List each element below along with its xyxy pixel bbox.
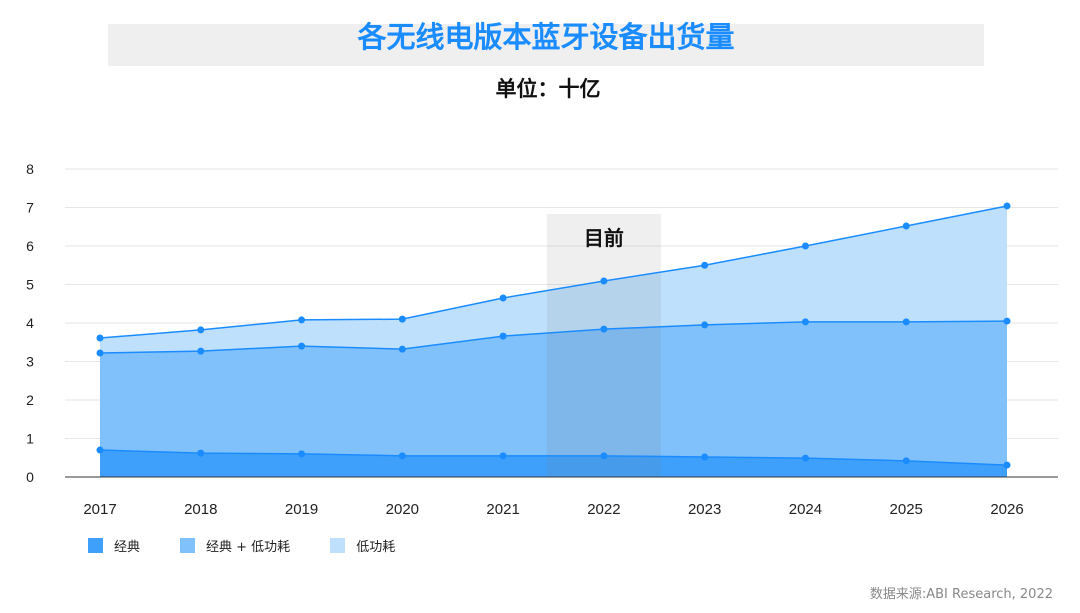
area-band [100, 450, 1007, 477]
data-point [398, 315, 406, 323]
data-point [298, 342, 306, 350]
data-point [600, 325, 608, 333]
legend-swatch [180, 538, 196, 553]
y-tick-label: 0 [26, 469, 34, 485]
data-point [499, 332, 507, 340]
data-point [801, 242, 809, 250]
x-tick-label: 2023 [688, 501, 721, 518]
data-point [197, 347, 205, 355]
x-tick-label: 2021 [486, 501, 519, 518]
data-point [298, 450, 306, 458]
x-tick-label: 2019 [285, 501, 318, 518]
series-line [99, 205, 1008, 339]
legend-label: 经典 + 低功耗 [206, 540, 291, 555]
y-tick-label: 4 [26, 315, 34, 331]
data-point [499, 294, 507, 302]
data-point [701, 321, 709, 329]
data-point [499, 452, 507, 460]
x-tick-label: 2020 [386, 501, 419, 518]
x-tick-label: 2026 [990, 501, 1023, 518]
y-tick-label: 3 [26, 354, 34, 370]
legend: 经典 经典 + 低功耗 低功耗 [88, 536, 435, 555]
x-tick-label: 2018 [184, 501, 217, 518]
legend-swatch [330, 538, 346, 553]
data-point [197, 326, 205, 334]
x-tick-label: 2022 [587, 501, 620, 518]
data-point [1003, 202, 1011, 210]
x-tick-label: 2017 [83, 501, 116, 518]
data-point [801, 454, 809, 462]
data-point [96, 349, 104, 357]
data-point [1003, 317, 1011, 325]
data-point [902, 222, 910, 230]
legend-label: 低功耗 [356, 540, 396, 555]
data-point [600, 277, 608, 285]
data-point [701, 261, 709, 269]
y-tick-label: 6 [26, 238, 34, 254]
data-point [902, 318, 910, 326]
legend-item-classic: 经典 [88, 536, 140, 555]
x-tick-label: 2024 [789, 501, 822, 518]
area-band [100, 205, 1007, 354]
chart-subtitle: 单位：十亿 [495, 77, 601, 101]
legend-item-le: 低功耗 [330, 536, 395, 555]
y-tick-label: 1 [26, 431, 34, 447]
legend-swatch [88, 538, 103, 553]
y-tick-label: 5 [26, 277, 34, 293]
data-point [197, 449, 205, 457]
title-background [108, 24, 984, 66]
source-note: 数据来源:ABI Research, 2022 [869, 587, 1053, 602]
chart-title: 各无线电版本蓝牙设备出货量 [357, 20, 735, 54]
y-tick-label: 2 [26, 392, 34, 408]
data-point [96, 446, 104, 454]
series-line [99, 449, 1008, 466]
current-highlight [546, 214, 661, 477]
data-point [902, 457, 910, 465]
data-point [96, 334, 104, 342]
legend-label: 经典 [114, 540, 141, 555]
data-point [600, 452, 608, 460]
data-point [298, 316, 306, 324]
data-point [398, 452, 406, 460]
x-tick-label: 2025 [890, 501, 923, 518]
data-point [1003, 461, 1011, 469]
data-point [701, 453, 709, 461]
y-tick-label: 8 [26, 161, 34, 177]
data-point [801, 318, 809, 326]
area-band [100, 321, 1007, 466]
data-point [398, 345, 406, 353]
annotation-label: 目前 [584, 226, 624, 250]
legend-item-dual: 经典 + 低功耗 [180, 536, 290, 555]
y-tick-label: 7 [26, 200, 34, 216]
series-line [99, 320, 1008, 354]
